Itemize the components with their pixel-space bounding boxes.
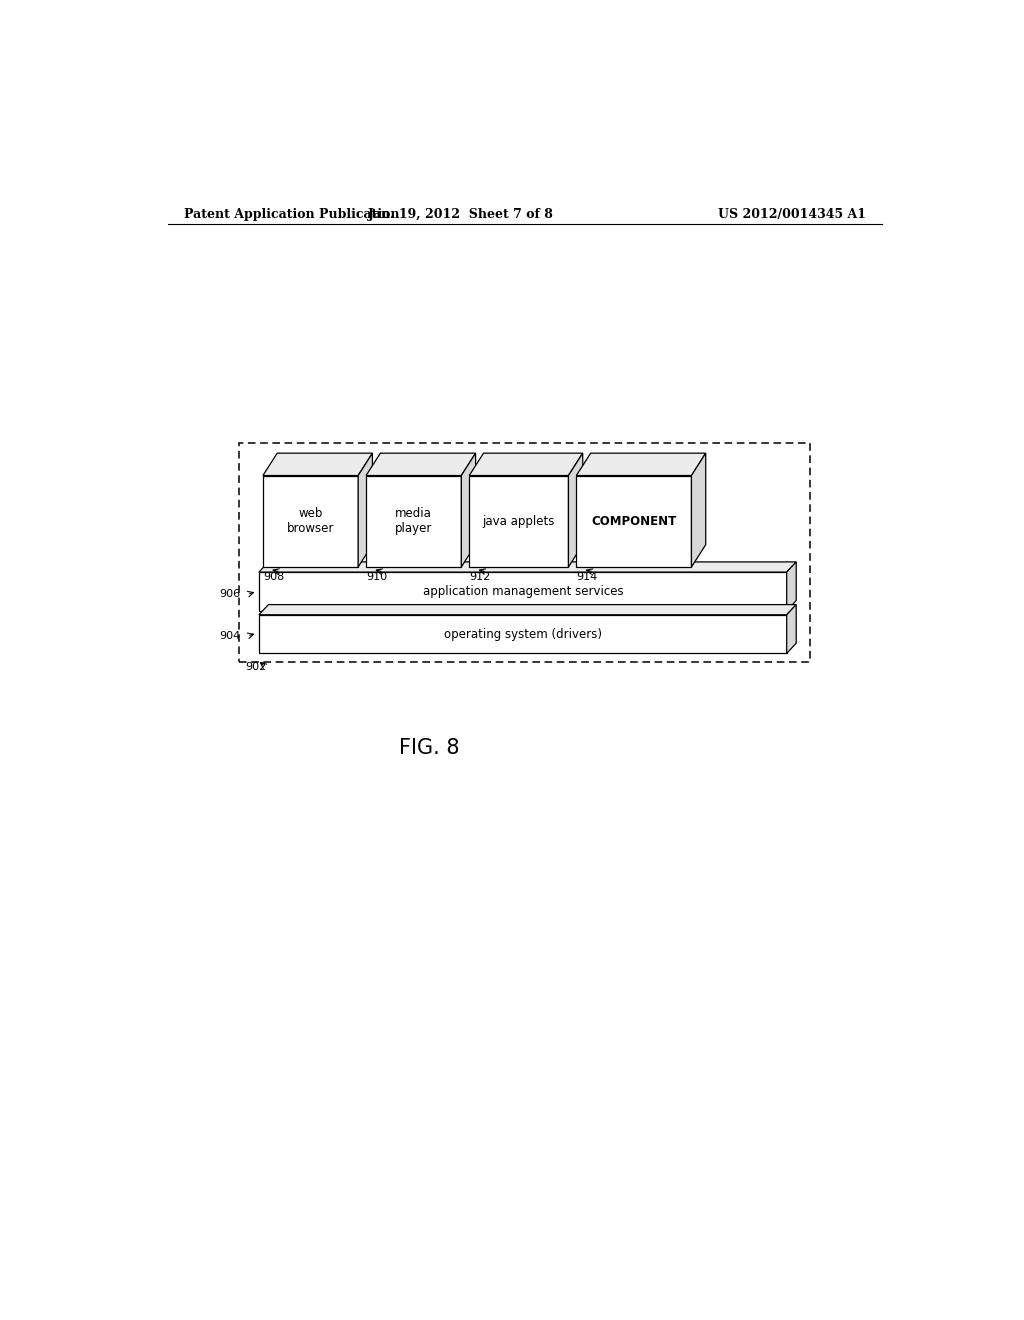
- Polygon shape: [786, 605, 797, 653]
- Text: java applets: java applets: [482, 515, 555, 528]
- Text: media
player: media player: [395, 507, 432, 535]
- Polygon shape: [259, 562, 797, 572]
- Polygon shape: [786, 562, 797, 611]
- Text: COMPONENT: COMPONENT: [591, 515, 677, 528]
- Text: 910: 910: [367, 572, 387, 582]
- Text: application management services: application management services: [423, 585, 624, 598]
- Polygon shape: [358, 453, 373, 568]
- Text: 908: 908: [263, 572, 285, 582]
- Polygon shape: [691, 453, 706, 568]
- Text: 914: 914: [577, 572, 598, 582]
- Polygon shape: [469, 453, 583, 475]
- Text: Jan. 19, 2012  Sheet 7 of 8: Jan. 19, 2012 Sheet 7 of 8: [369, 207, 554, 220]
- Text: 902: 902: [246, 661, 266, 672]
- Polygon shape: [577, 475, 691, 568]
- Polygon shape: [259, 572, 786, 611]
- Text: 904: 904: [219, 631, 241, 642]
- Text: Patent Application Publication: Patent Application Publication: [183, 207, 399, 220]
- Polygon shape: [469, 475, 568, 568]
- Text: FIG. 8: FIG. 8: [399, 738, 460, 758]
- Polygon shape: [367, 475, 461, 568]
- Text: 906: 906: [219, 590, 241, 599]
- Text: operating system (drivers): operating system (drivers): [443, 627, 602, 640]
- Polygon shape: [461, 453, 475, 568]
- Polygon shape: [259, 615, 786, 653]
- Text: 912: 912: [469, 572, 490, 582]
- Text: US 2012/0014345 A1: US 2012/0014345 A1: [718, 207, 866, 220]
- Polygon shape: [263, 475, 358, 568]
- Polygon shape: [568, 453, 583, 568]
- Polygon shape: [263, 453, 373, 475]
- Polygon shape: [367, 453, 475, 475]
- Text: web
browser: web browser: [287, 507, 334, 535]
- Polygon shape: [259, 605, 797, 615]
- Polygon shape: [577, 453, 706, 475]
